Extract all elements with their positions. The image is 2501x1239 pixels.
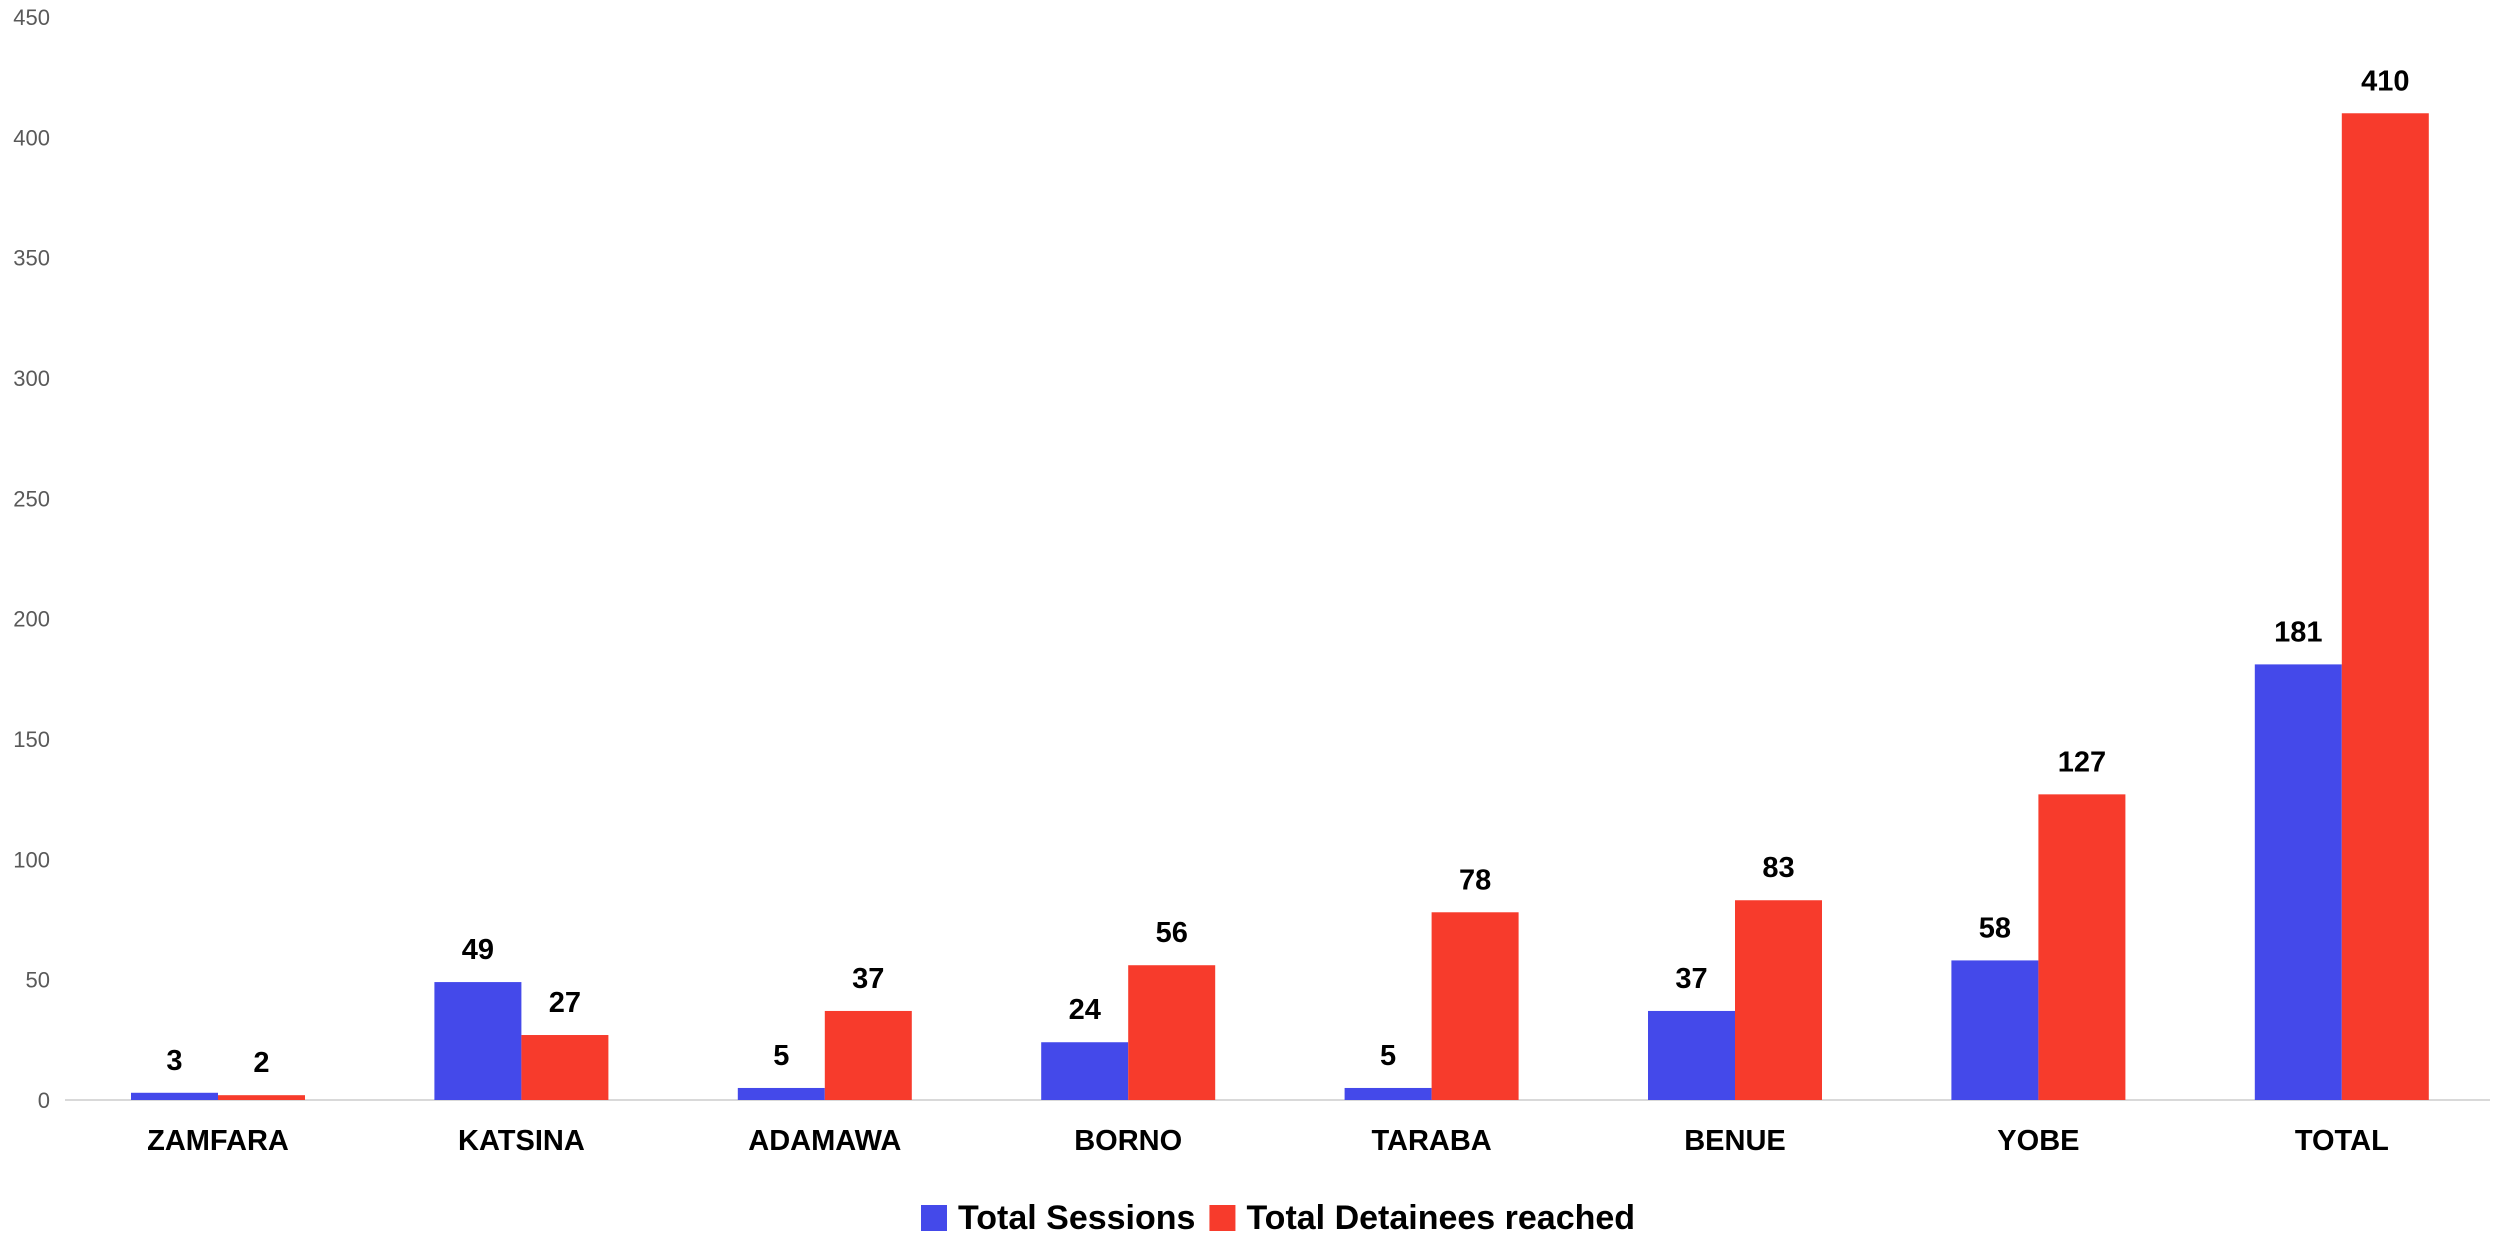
data-label: 3 [166,1045,182,1077]
bar-total-detainees [824,1010,912,1100]
data-label: 410 [2361,65,2409,97]
bar-total-sessions [1344,1087,1432,1100]
x-tick-label: TOTAL [2295,1125,2389,1157]
y-tick-label: 100 [13,847,50,872]
y-tick-label: 350 [13,246,50,271]
bar-total-sessions [1041,1042,1129,1100]
data-label: 78 [1459,864,1491,896]
x-tick-label: ZAMFARA [147,1125,289,1157]
data-label: 5 [773,1040,789,1072]
legend-swatch [921,1205,947,1231]
x-tick-label: KATSINA [458,1125,585,1157]
data-label: 24 [1069,994,1101,1026]
bar-total-detainees [2341,113,2429,1101]
y-tick-label: 300 [13,366,50,391]
x-tick-label: BORNO [1074,1125,1182,1157]
y-tick-label: 450 [13,5,50,30]
x-axis: ZAMFARA KATSINA ADAMAWA BORNO TARABA BENUE YOB… [65,1099,2490,1157]
data-label: 37 [852,963,884,995]
x-tick-label: ADAMAWA [748,1125,901,1157]
data-label: 2 [253,1047,269,1079]
bar-total-sessions [737,1087,825,1100]
bar-total-detainees [1431,912,1519,1100]
x-tick-label: TARABA [1371,1125,1491,1157]
bar-total-sessions [131,1092,218,1100]
y-tick-label: 150 [13,727,50,752]
legend-label: Total Sessions [958,1199,1195,1234]
data-label: 83 [1762,852,1794,884]
bar-total-sessions [2254,664,2342,1100]
data-label: 58 [1979,912,2011,944]
data-label: 56 [1156,917,1188,949]
bar-total-sessions [1648,1010,1735,1100]
y-axis: 0 50 100 150 200 250 300 350 400 450 [13,5,50,1113]
data-label: 49 [462,934,494,966]
y-tick-label: 50 [26,968,50,993]
bar-total-sessions [434,982,522,1100]
y-tick-label: 0 [38,1088,50,1113]
y-tick-label: 200 [13,607,50,632]
y-tick-label: 400 [13,125,50,150]
data-labels-group: 3 2 49 27 5 37 24 56 5 78 37 83 58 127 181 410 [166,65,2409,1079]
data-label: 27 [549,987,581,1019]
x-tick-label: YOBE [1997,1125,2079,1157]
data-label: 181 [2274,616,2322,648]
data-label: 5 [1380,1040,1396,1072]
legend-swatch [1209,1205,1236,1231]
data-label: 37 [1675,963,1707,995]
data-label: 127 [2058,746,2106,778]
bar-total-detainees [521,1035,609,1100]
bar-total-detainees [1128,965,1216,1100]
legend: Total Sessions Total Detainees reached [921,1199,1635,1237]
bar-total-detainees [1735,900,1822,1100]
bars-group [131,113,2429,1101]
bar-total-detainees [2038,794,2126,1100]
x-tick-label: BENUE [1684,1125,1786,1157]
bar-total-sessions [1951,960,2039,1100]
bar-total-detainees [218,1095,305,1100]
legend-label: Total Detainees reached [1246,1199,1635,1234]
y-tick-label: 250 [13,486,50,511]
